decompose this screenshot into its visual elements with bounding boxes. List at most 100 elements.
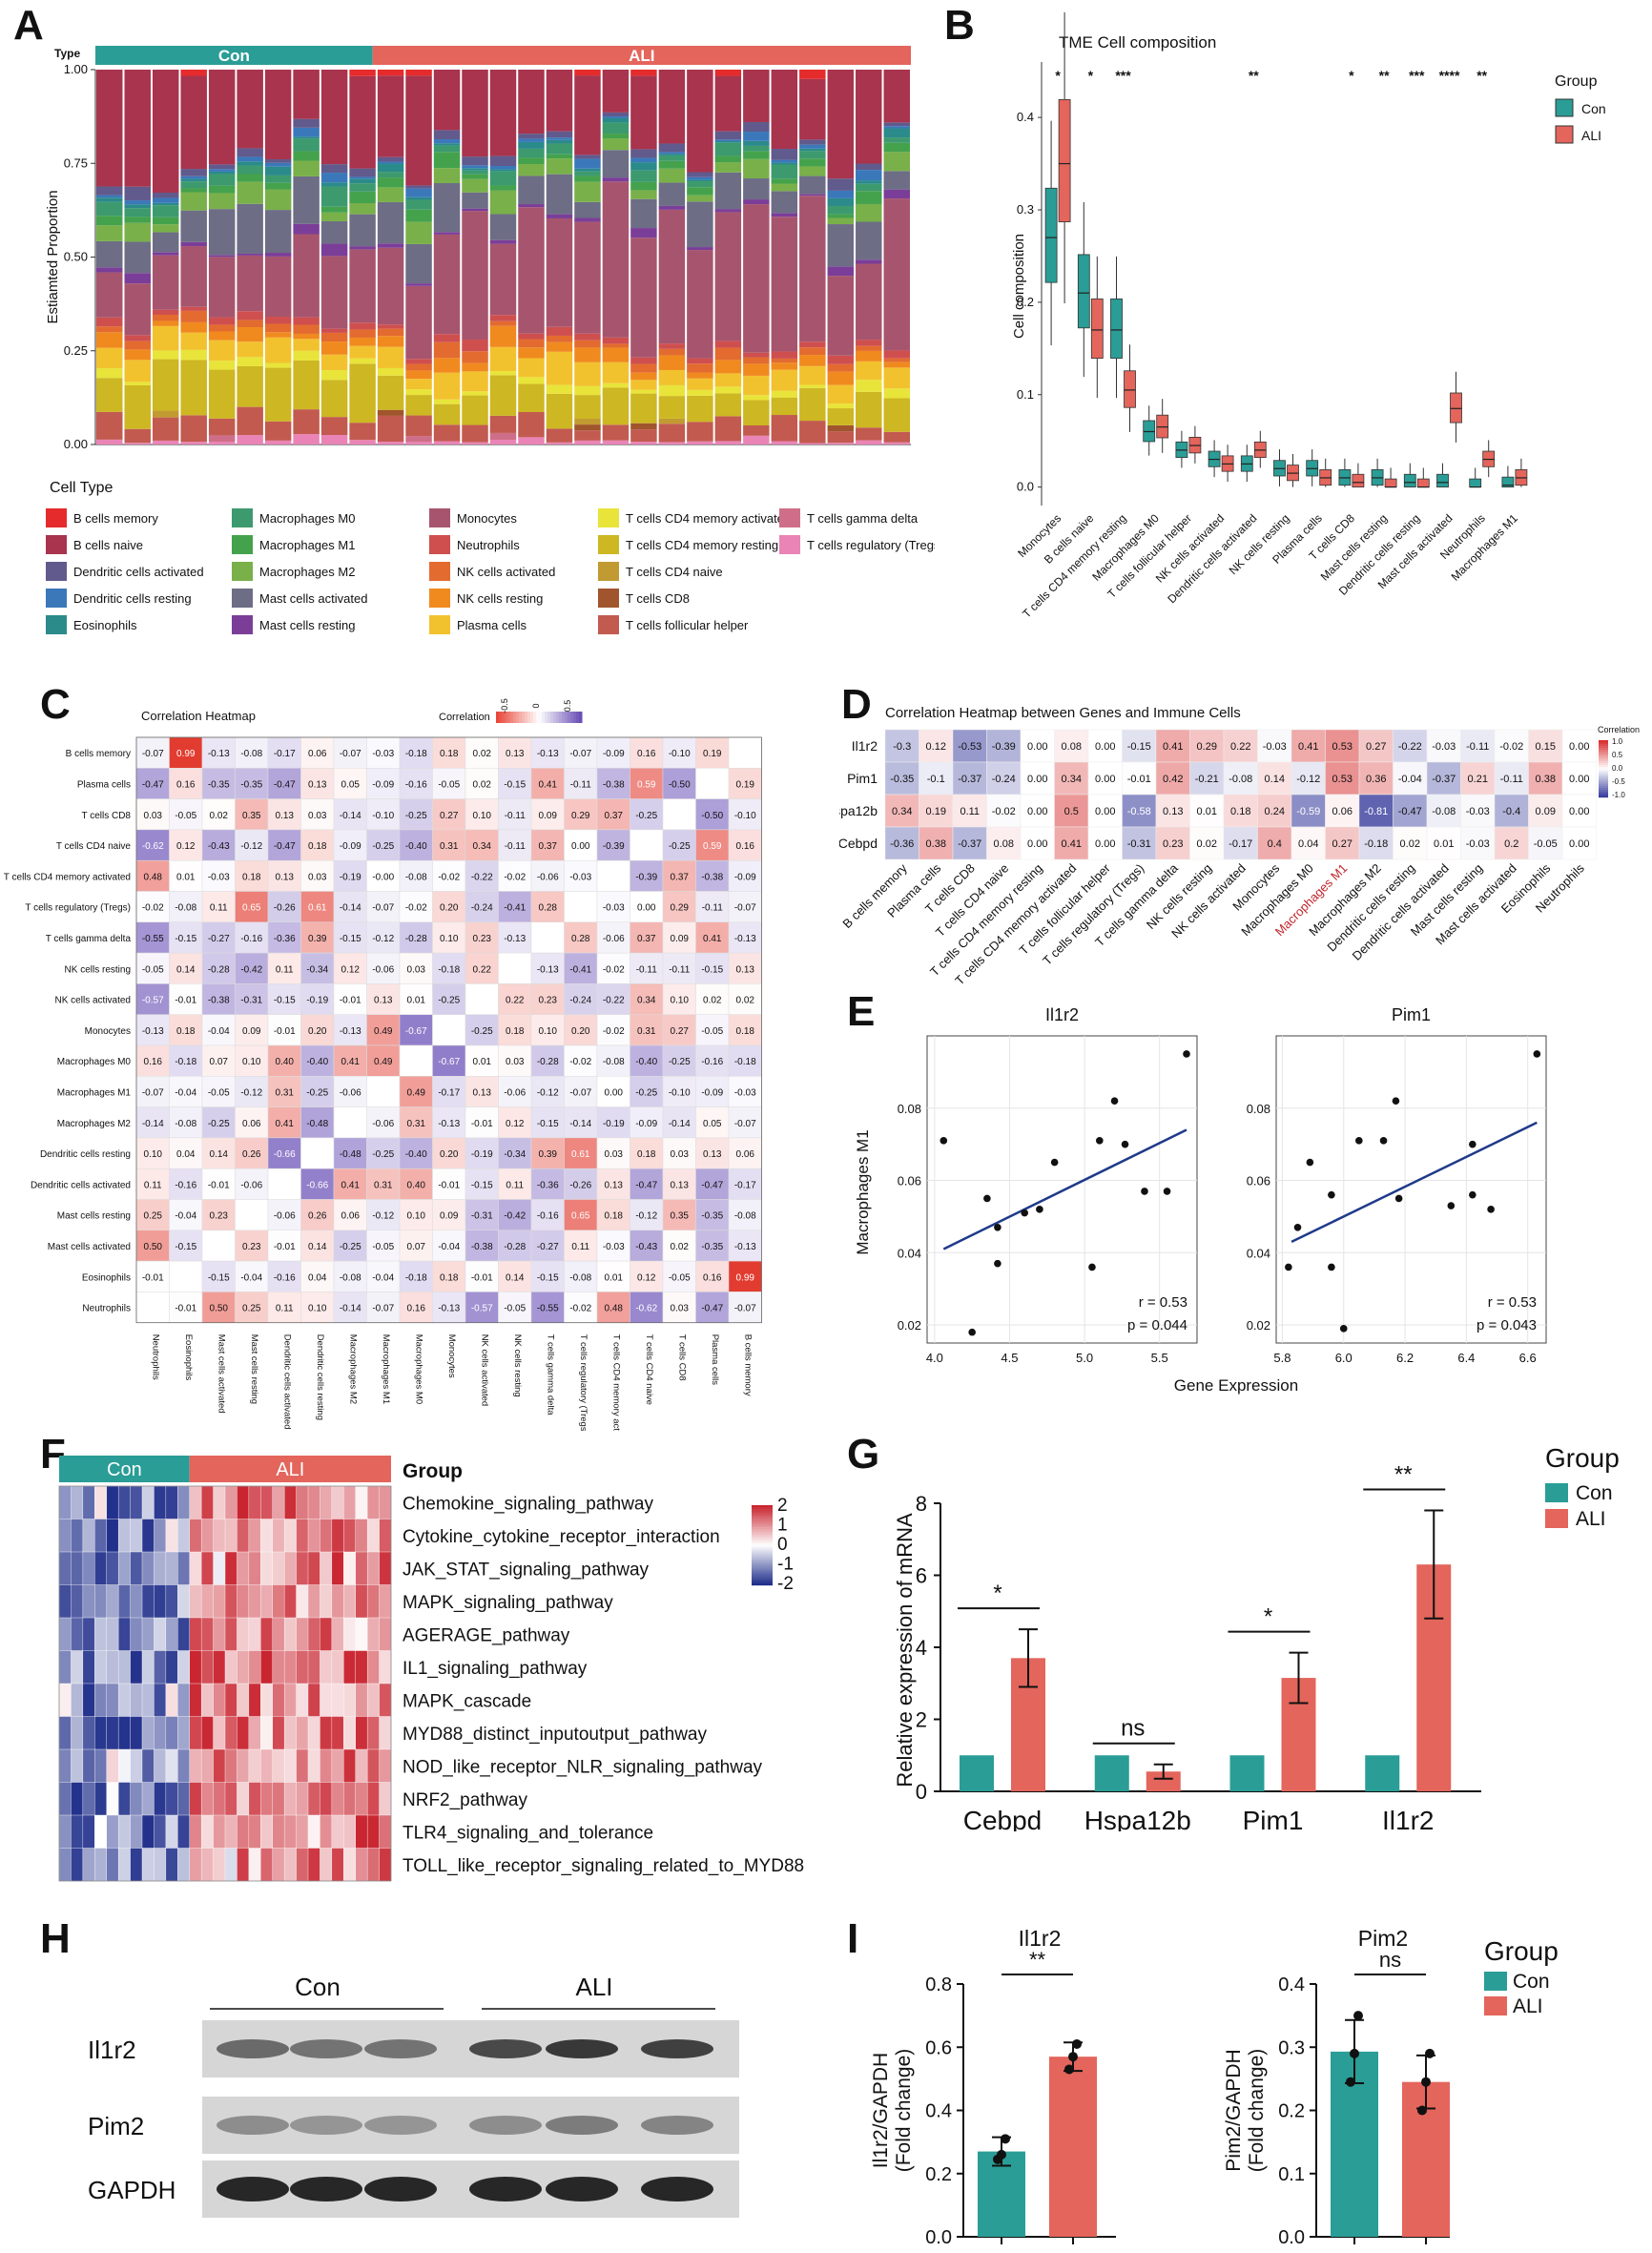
heatmap-cell (399, 1044, 433, 1077)
cell-value: 0.19 (926, 806, 946, 817)
cell-value: -0.47 (701, 1180, 723, 1190)
x-tick-label: 6.6 (1519, 1351, 1537, 1365)
heatmap-cell (154, 1617, 167, 1651)
heatmap-cell (82, 1683, 95, 1717)
heatmap-cell (728, 891, 762, 923)
heatmap-cell (106, 1716, 119, 1750)
heatmap-cell (1223, 761, 1258, 796)
bar-segment (264, 332, 292, 338)
legend-gradient-step (499, 712, 503, 723)
plot-title: Il1r2 (1045, 1005, 1079, 1024)
heatmap-cell (154, 1814, 167, 1849)
bar-segment (856, 340, 882, 346)
cell-value: 0.27 (1366, 741, 1386, 753)
bar-segment (96, 216, 123, 226)
box-con (1044, 187, 1058, 283)
scale-gradient-step (752, 1559, 773, 1561)
box-ali (1416, 478, 1430, 488)
bar-segment (96, 368, 123, 379)
cell-value: -0.24 (569, 996, 591, 1006)
bar-segment (208, 171, 236, 175)
bar-segment (546, 326, 573, 336)
bar-segment (489, 439, 517, 444)
bar-segment (518, 333, 545, 340)
cell-value: 0.14 (176, 964, 196, 975)
row-label: Pim1 (847, 771, 878, 786)
heatmap-cell (432, 768, 466, 799)
x-tick-label: 6.2 (1396, 1351, 1414, 1365)
heatmap-cell (82, 1814, 95, 1849)
cell-value: -0.02 (603, 1026, 625, 1037)
bar-segment (320, 435, 348, 444)
heatmap-cell (320, 1650, 333, 1685)
bar-segment (124, 200, 151, 205)
heatmap-cell (596, 1137, 630, 1169)
bar-segment (180, 306, 207, 311)
cell-value: 0.37 (671, 872, 690, 882)
heatmap-cell (333, 829, 367, 861)
heatmap-cell (1460, 794, 1496, 828)
bar-segment (714, 70, 742, 76)
heatmap-cell (224, 1485, 237, 1519)
cell-value: -0.67 (438, 1057, 460, 1067)
heatmap-cell (1528, 826, 1563, 860)
legend-gradient-step (1599, 794, 1608, 796)
legend-gradient-step (556, 712, 560, 723)
col-label: Mast cells activated (216, 1334, 226, 1414)
panel-b-boxplot-chart: TME Cell composition0.00.10.20.30.4Cell … (1011, 11, 1606, 621)
bar-segment (433, 145, 461, 153)
cell-value: -0.03 (734, 1087, 756, 1098)
cell-value: -0.43 (635, 1242, 657, 1252)
cell-value: 0.02 (473, 749, 492, 759)
legend-gradient-step (536, 712, 540, 723)
bar-segment (743, 204, 770, 353)
col-label: Macrophages M1 (381, 1334, 391, 1404)
heatmap-cell (189, 1848, 202, 1882)
heatmap-cell (165, 1485, 178, 1519)
heatmap-cell (58, 1551, 72, 1585)
bar-segment (180, 75, 207, 170)
bar-segment (377, 177, 404, 188)
bar-segment (264, 256, 292, 318)
bar-segment (377, 243, 404, 248)
cell-value: -0.15 (537, 1119, 559, 1129)
legend-swatch (429, 508, 450, 527)
legend-gradient-step (565, 712, 568, 723)
significance-mark: * (993, 1581, 1002, 1606)
heatmap-cell (728, 1076, 762, 1107)
heatmap-cell (296, 1848, 309, 1882)
bar-segment (687, 441, 713, 444)
stacked-bar (489, 70, 517, 444)
cell-value: -0.34 (306, 964, 328, 975)
bar-segment (546, 217, 573, 327)
heatmap-cell (58, 1814, 72, 1849)
heatmap-cell (465, 1137, 499, 1169)
heatmap-cell (366, 1044, 401, 1077)
stacked-bar (293, 70, 320, 444)
bar-segment (237, 148, 263, 157)
heatmap-cell (695, 921, 730, 954)
bar-segment (630, 393, 657, 424)
heatmap-cell (331, 1650, 344, 1685)
cell-value: 0.31 (374, 1180, 393, 1190)
bar-segment (546, 214, 573, 218)
heatmap-cell (300, 921, 335, 954)
y-tick-label: 0.1 (1017, 387, 1034, 402)
heatmap-cell (884, 794, 919, 828)
bar-segment (574, 395, 601, 419)
legend-gradient-step (1599, 765, 1608, 768)
bar-segment (462, 178, 488, 193)
cell-value: 0.19 (736, 779, 755, 790)
bar-segment (630, 190, 657, 199)
heatmap-cell (695, 1106, 730, 1139)
heatmap-cell (530, 1137, 565, 1169)
bar-segment (602, 134, 630, 139)
heatmap-cell (630, 1137, 664, 1169)
bar-segment (433, 152, 461, 169)
cell-value: 0.37 (637, 934, 656, 944)
bar-segment (349, 246, 376, 250)
heatmap-cell (630, 1260, 664, 1292)
bar-segment (489, 169, 517, 172)
cell-value: -0.05 (1534, 838, 1558, 850)
p-value: p = 0.043 (1476, 1317, 1537, 1333)
